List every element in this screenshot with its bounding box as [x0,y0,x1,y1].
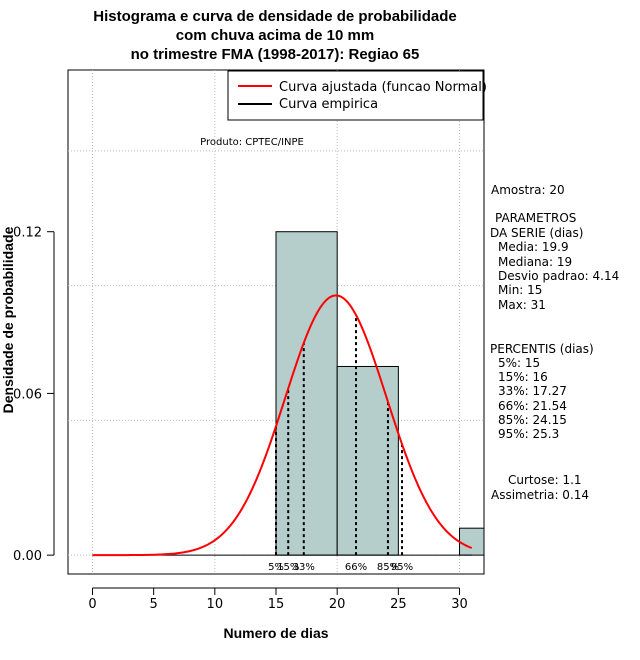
y-axis-label: Densidade de probabilidade [0,226,16,413]
stat-p66: 66%: 21.54 [498,399,567,413]
percentile-label-1: 15% [277,562,299,573]
y-tick-label-2: 0.12 [13,226,42,241]
legend-box [227,70,484,121]
stats-panel: Amostra: 20 PARAMETROS DA SERIE (dias) M… [490,183,619,502]
legend-label-fitted: Curva ajustada (funcao Normal) [279,80,487,95]
percentile-label-2: 33% [293,562,315,573]
percentile-label-5: 95% [391,562,413,573]
histogram-bars [275,231,485,556]
percentile-label-3: 66% [345,562,367,573]
stat-p15: 15%: 16 [498,370,548,384]
histogram-bar-3 [459,527,485,556]
stat-min: Min: 15 [498,283,542,297]
axes: 0 5 10 15 20 25 30 0.00 0.06 0.12 [13,226,468,612]
stat-curtose: Curtose: 1.1 [508,473,582,487]
y-tick-label-1: 0.06 [13,387,42,402]
x-tick-label-5: 25 [390,597,407,612]
x-tick-label-1: 5 [150,597,158,612]
fitted-normal-curve [92,294,473,557]
chart-title-line-1: Histograma e curva de densidade de proba… [93,8,456,25]
x-tick-label-6: 30 [451,597,468,612]
y-tick-label-0: 0.00 [13,549,42,564]
stat-max: Max: 31 [498,298,546,312]
stat-p95: 95%: 25.3 [498,427,559,441]
stat-param-title-1: PARAMETROS [495,211,576,225]
chart-title-line-3: no trimestre FMA (1998-2017): Regiao 65 [131,46,420,63]
stat-p5: 5%: 15 [498,356,540,370]
fitted-curve [92,294,473,557]
legend: Curva ajustada (funcao Normal) Curva emp… [227,70,487,121]
percentile-label-4: 85% [377,562,399,573]
stat-mediana: Mediana: 19 [498,255,572,269]
x-tick-label-2: 10 [207,597,224,612]
stat-amostra: Amostra: 20 [491,183,565,197]
percentile-label-0: 5% [268,562,284,573]
x-axis-label: Numero de dias [223,625,328,641]
histogram-bar-0 [275,231,338,556]
stat-desvio: Desvio padrao: 4.14 [498,269,619,283]
x-tick-label-0: 0 [88,597,96,612]
stat-assimetria: Assimetria: 0.14 [491,488,589,502]
x-tick-label-4: 20 [329,597,346,612]
stat-p33: 33%: 17.27 [498,384,567,398]
histogram-bar-1 [336,365,399,556]
stat-pct-title: PERCENTIS (dias) [490,342,594,356]
x-tick-label-3: 15 [268,597,285,612]
product-annotation: Produto: CPTEC/INPE [200,137,304,148]
stat-p85: 85%: 24.15 [498,413,567,427]
plot-frame [67,69,485,575]
percentile-lines: 5%15%33% 66% 85%95% [92,315,472,573]
stat-media: Media: 19.9 [498,240,569,254]
legend-label-empirical: Curva empirica [279,97,378,112]
stat-param-title-2: DA SERIE (dias) [490,226,583,240]
chart-title-line-2: com chuva acima de 10 mm [176,27,374,44]
